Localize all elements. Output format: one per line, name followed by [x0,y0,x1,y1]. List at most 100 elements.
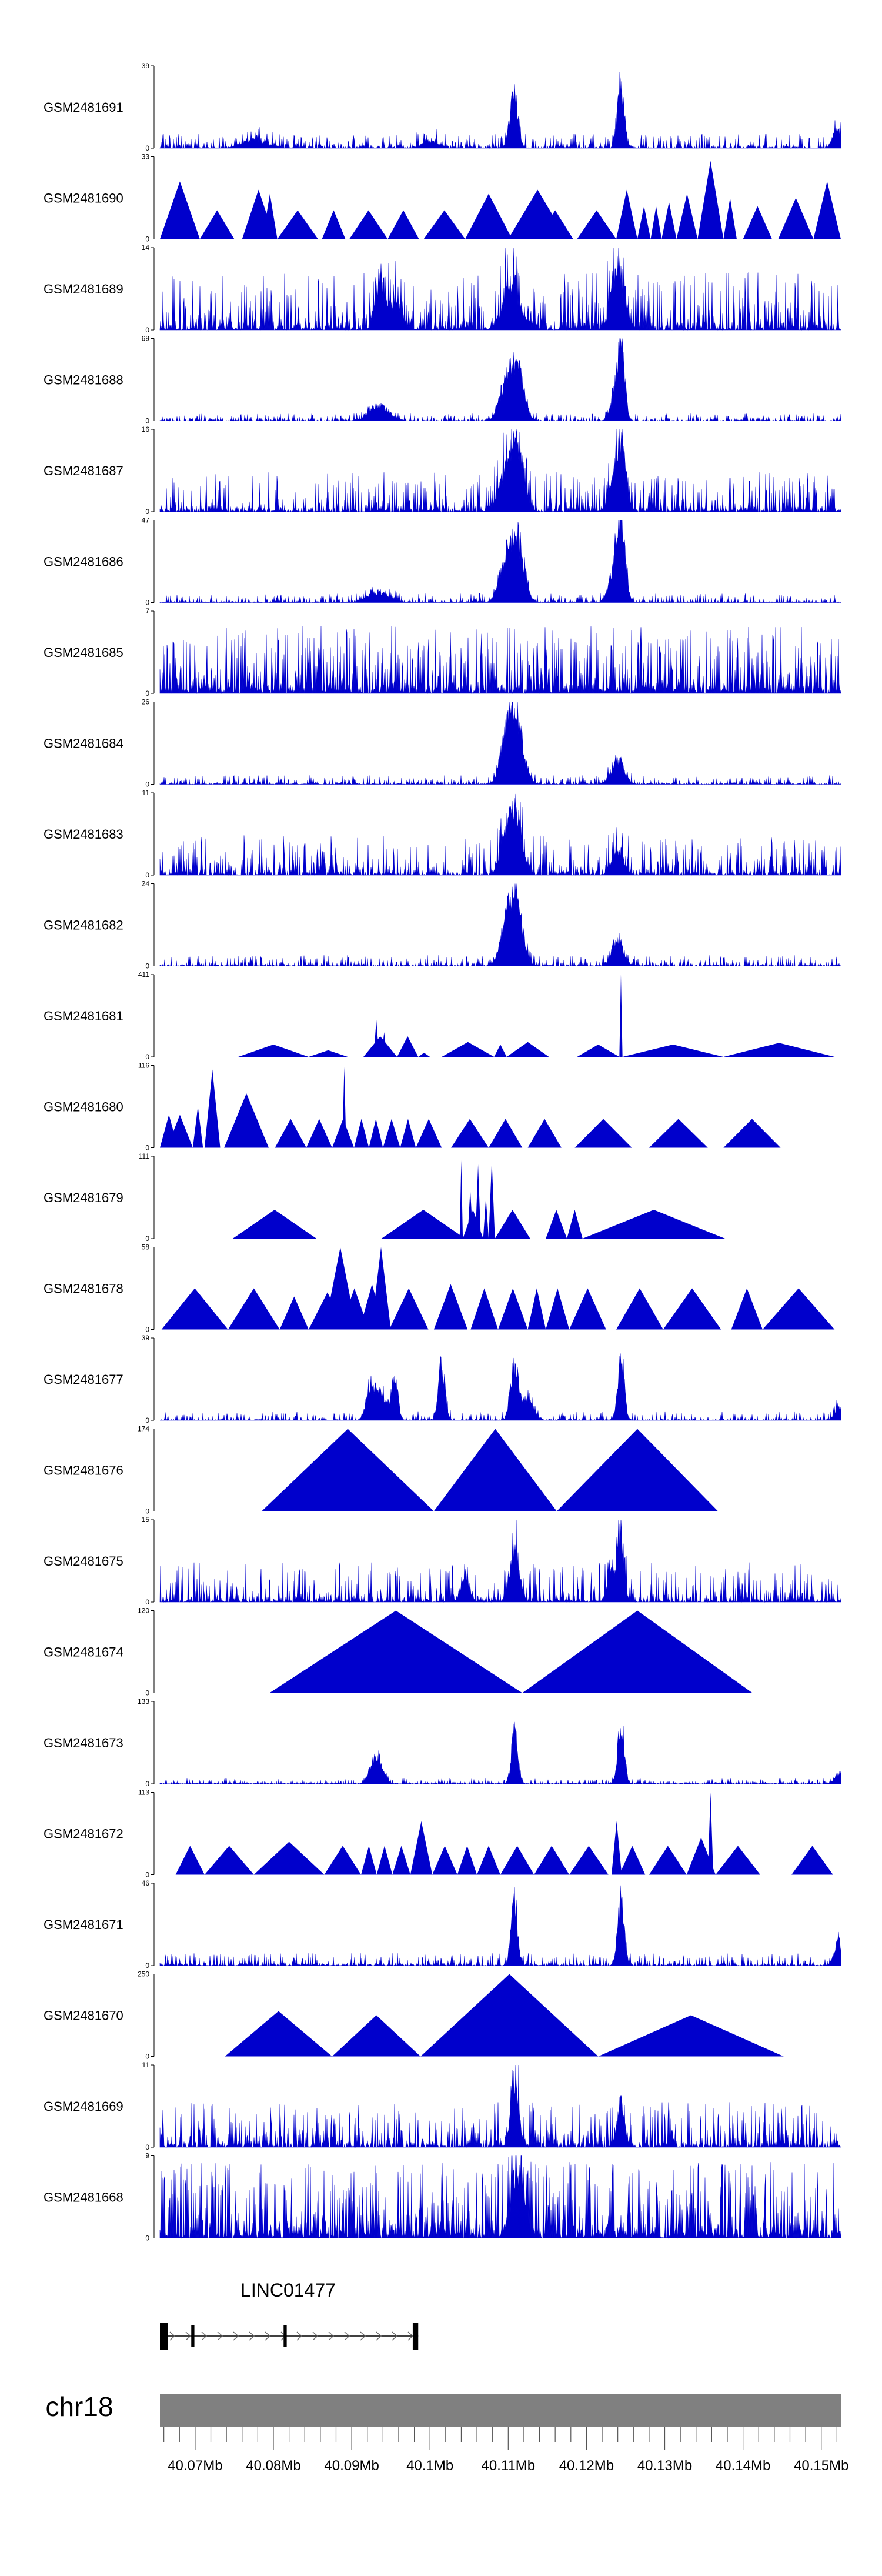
y-min-label: 0 [145,2143,149,2151]
signal-peak [731,1288,763,1330]
signal-area [159,1353,841,1422]
track-GSM2481677: GSM2481677 39 0 [44,1334,841,1424]
tick-label: 40.07Mb [168,2458,222,2474]
track-GSM2481676: GSM2481676 174 0 [44,1425,719,1516]
track-label: GSM2481689 [44,282,123,296]
y-max-label: 16 [142,425,150,433]
signal-peak [349,210,388,239]
track-label: GSM2481685 [44,645,123,660]
strand-arrow [376,2331,382,2341]
strand-arrow [392,2331,398,2341]
y-min-label: 0 [145,1689,149,1697]
chromosome-label: chr18 [45,2391,113,2422]
signal-peak [416,1119,442,1148]
signal-peak [616,189,637,239]
signal-peak [373,1020,379,1057]
signal-peak [637,206,651,239]
signal-peak [791,1846,833,1875]
signal-peak [277,210,318,239]
signal-peak [477,1846,500,1875]
signal-peak [622,1045,724,1057]
signal-peak [612,1821,622,1875]
tick-label: 40.08Mb [246,2458,300,2474]
signal-peak [204,1846,254,1875]
signal-peak [397,1036,419,1057]
y-min-label: 0 [145,689,149,698]
track-GSM2481689: GSM2481689 14 0 [44,243,841,334]
signal-peak [619,1846,646,1875]
y-max-label: 133 [138,1697,149,1706]
signal-area [159,1721,841,1785]
y-min-label: 0 [145,871,149,879]
signal-peak [204,1069,220,1148]
track-GSM2481682: GSM2481682 24 0 [44,880,841,970]
signal-area [159,2064,841,2148]
gene-exon [412,2323,419,2350]
track-GSM2481672: GSM2481672 113 0 [44,1788,833,1879]
track-GSM2481671: GSM2481671 46 0 [44,1879,841,1970]
track-GSM2481690: GSM2481690 33 0 [44,153,841,243]
signal-peak [649,1846,687,1875]
signal-peak [332,2015,421,2057]
strand-arrow [201,2331,208,2341]
signal-peak [238,1045,309,1057]
track-GSM2481683: GSM2481683 11 0 [44,789,841,879]
y-max-label: 120 [138,1607,149,1615]
strand-arrow [328,2331,335,2341]
signal-peak [723,198,737,239]
track-GSM2481691: GSM2481691 39 0 [44,62,841,152]
signal-peak [340,1288,369,1330]
signal-peak [381,1210,466,1239]
y-max-label: 113 [138,1788,149,1797]
signal-peak [451,1119,489,1148]
track-label: GSM2481690 [44,191,123,206]
signal-peak [506,1042,549,1057]
track-label: GSM2481683 [44,827,123,842]
y-max-label: 15 [142,1516,150,1524]
track-GSM2481688: GSM2481688 69 0 [44,335,841,425]
track-label: GSM2481673 [44,1736,123,1750]
signal-peak [569,1846,609,1875]
signal-peak [228,1288,280,1330]
strand-arrow [249,2331,255,2341]
signal-peak [527,1288,546,1330]
y-max-label: 7 [145,607,149,615]
y-max-label: 250 [138,1970,149,1978]
track-label: GSM2481681 [44,1009,123,1023]
signal-peak [707,1792,714,1875]
signal-peak [433,1284,468,1330]
y-max-label: 39 [142,62,150,70]
signal-peak [175,1846,205,1875]
signal-peak [199,210,235,239]
track-label: GSM2481691 [44,100,123,115]
strand-arrow [312,2331,319,2341]
y-min-label: 0 [145,508,149,516]
strand-arrow [217,2331,223,2341]
signal-peak [676,193,698,239]
y-min-label: 0 [145,235,149,243]
track-label: GSM2481688 [44,373,123,388]
signal-peak [494,1045,507,1057]
signal-peak [166,1115,193,1148]
signal-peak [363,1036,397,1057]
gene-label: LINC01477 [240,2280,336,2301]
track-label: GSM2481676 [44,1463,123,1478]
signal-peak [723,1043,835,1057]
signal-peak [410,1821,433,1875]
signal-peak [778,198,814,239]
track-label: GSM2481687 [44,463,123,478]
signal-peak [470,1288,499,1330]
signal-peak [361,1846,377,1875]
signal-peak [556,1429,719,1511]
signal-peak [161,1288,228,1330]
signal-peak [582,1210,726,1239]
y-max-label: 11 [142,2061,150,2069]
signal-peak [743,206,772,239]
tick-label: 40.11Mb [481,2458,535,2474]
track-GSM2481679: GSM2481679 111 0 [44,1152,726,1243]
y-min-label: 0 [145,1326,149,1334]
signal-area [159,520,841,603]
track-GSM2481675: GSM2481675 15 0 [44,1516,841,1606]
signal-peak [308,1050,348,1057]
